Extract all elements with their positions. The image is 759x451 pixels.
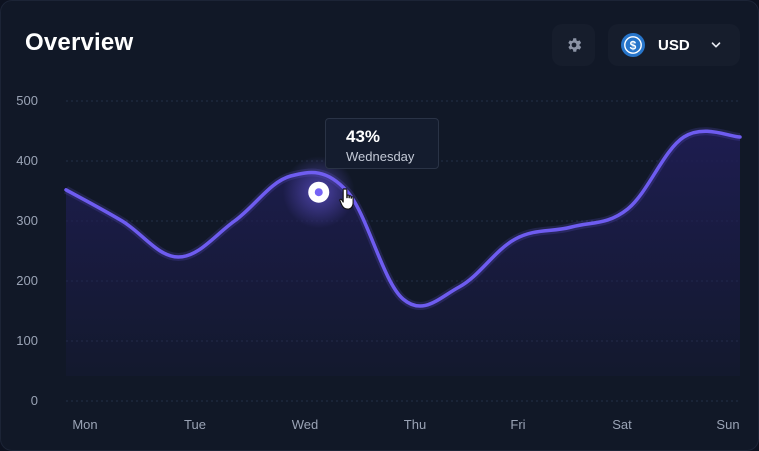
chart-tooltip: 43% Wednesday	[325, 118, 439, 169]
y-tick-label: 200	[16, 273, 38, 288]
chevron-down-icon	[711, 42, 721, 48]
highlight-point-center	[314, 188, 323, 197]
y-tick-label: 100	[16, 333, 38, 348]
tooltip-label: Wednesday	[346, 149, 415, 164]
x-tick-label: Fri	[510, 417, 526, 432]
page-title: Overview	[25, 29, 134, 56]
x-tick-label: Wed	[291, 417, 319, 432]
x-tick-label: Sat	[612, 417, 632, 432]
series-area	[66, 131, 740, 376]
x-tick-label: Thu	[403, 417, 427, 432]
gear-icon	[567, 38, 581, 52]
y-tick-label: 400	[16, 153, 38, 168]
x-tick-label: Sun	[716, 417, 740, 432]
x-tick-label: Tue	[184, 417, 206, 432]
svg-text:$: $	[630, 38, 637, 52]
y-tick-label: 0	[30, 393, 38, 408]
y-tick-label: 300	[16, 213, 38, 228]
x-tick-label: Mon	[72, 417, 98, 432]
dollar-coin-icon: $	[621, 33, 645, 57]
settings-button[interactable]	[552, 24, 595, 66]
currency-label: USD	[658, 37, 690, 54]
series-line	[64, 129, 742, 308]
currency-dropdown[interactable]: $ USD	[608, 24, 740, 66]
y-tick-label: 500	[16, 93, 38, 108]
hand-pointer-icon	[339, 188, 354, 210]
tooltip-value: 43%	[346, 127, 381, 146]
